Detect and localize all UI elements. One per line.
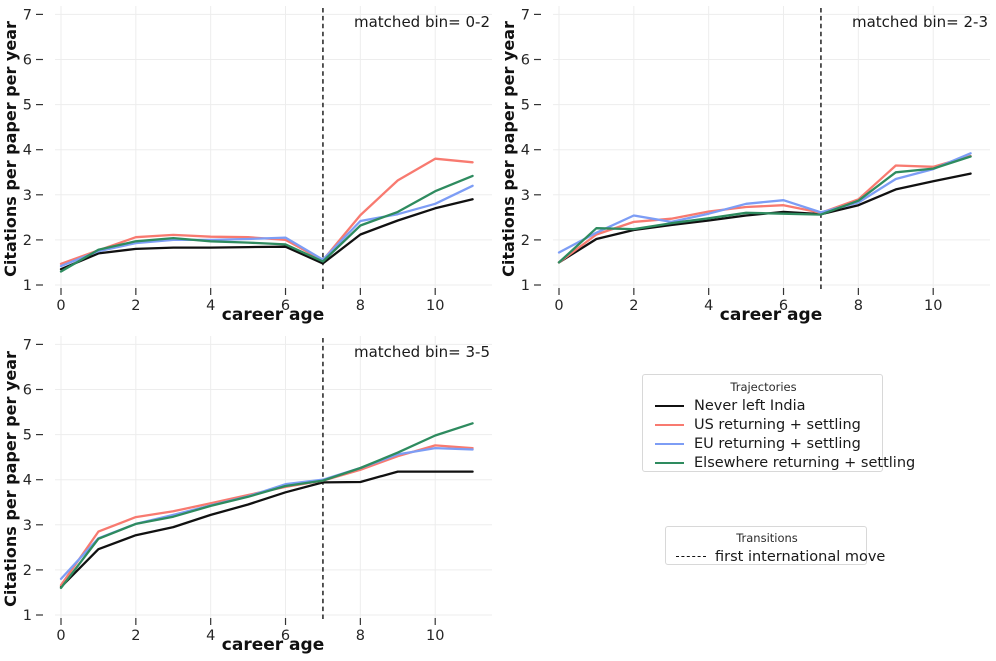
svg-text:2: 2 (521, 233, 530, 249)
line-swatch-blue (655, 442, 684, 445)
svg-text:career age: career age (222, 635, 324, 655)
svg-text:matched bin= 0-2: matched bin= 0-2 (354, 13, 490, 31)
svg-text:6: 6 (23, 383, 32, 399)
svg-text:3: 3 (521, 188, 530, 204)
legend-item-first-international-move: first international move (676, 547, 885, 566)
chart-panel-matched-bin-0-2: 1 2 3 4 5 6 7 0 2 4 6 8 10 matched bin= 0-2 career age… (1, 6, 492, 325)
svg-text:Citations per paper per year: Citations per paper per year (1, 351, 20, 607)
svg-text:6: 6 (281, 628, 290, 644)
svg-text:Citations per paper per year: Citations per paper per year (499, 21, 518, 277)
line-swatch-green (655, 461, 684, 464)
svg-text:8: 8 (356, 628, 365, 644)
chart-panel-matched-bin-2-3: 1 2 3 4 5 6 7 0 2 4 6 8 10 matched bin= 2-3 career age… (499, 6, 990, 325)
svg-text:1: 1 (23, 278, 32, 294)
svg-text:8: 8 (356, 298, 365, 314)
svg-text:2: 2 (629, 298, 638, 314)
chart-panel-matched-bin-3-5: 1 2 3 4 5 6 7 0 2 4 6 8 10 matched bin= 3-5 career age… (1, 336, 492, 655)
svg-text:matched bin= 2-3: matched bin= 2-3 (852, 13, 988, 31)
svg-text:4: 4 (521, 143, 530, 159)
svg-text:career age: career age (222, 305, 324, 325)
svg-text:5: 5 (23, 428, 32, 444)
svg-text:2: 2 (131, 628, 140, 644)
svg-text:7: 7 (23, 7, 32, 23)
svg-text:10: 10 (426, 628, 444, 644)
svg-text:0: 0 (554, 298, 563, 314)
svg-text:career age: career age (720, 305, 822, 325)
svg-text:8: 8 (854, 298, 863, 314)
svg-text:10: 10 (426, 298, 444, 314)
svg-text:4: 4 (23, 473, 32, 489)
legend-transitions: Transitions first international move (665, 526, 885, 566)
svg-text:1: 1 (23, 608, 32, 624)
svg-text:3: 3 (23, 518, 32, 534)
legend-transitions-title: Transitions (736, 531, 798, 545)
line-swatch-red (655, 423, 684, 426)
svg-text:10: 10 (924, 298, 942, 314)
svg-text:4: 4 (206, 628, 215, 644)
svg-text:7: 7 (521, 7, 530, 23)
svg-text:4: 4 (206, 298, 215, 314)
legend-trajectories: Trajectories Never left India US returni… (642, 374, 915, 472)
svg-text:6: 6 (521, 53, 530, 69)
svg-text:0: 0 (56, 628, 65, 644)
dashed-line-swatch (676, 556, 706, 557)
svg-text:6: 6 (779, 298, 788, 314)
svg-text:6: 6 (23, 53, 32, 69)
svg-text:2: 2 (23, 563, 32, 579)
svg-text:5: 5 (521, 98, 530, 114)
legend-item-elsewhere-returning: Elsewhere returning + settling (655, 453, 915, 472)
svg-text:6: 6 (281, 298, 290, 314)
svg-text:matched bin= 3-5: matched bin= 3-5 (354, 343, 490, 361)
svg-text:1: 1 (521, 278, 530, 294)
svg-text:Citations per paper per year: Citations per paper per year (1, 21, 20, 277)
legend-item-eu-returning: EU returning + settling (655, 434, 872, 453)
svg-text:3: 3 (23, 188, 32, 204)
svg-text:4: 4 (704, 298, 713, 314)
svg-text:5: 5 (23, 98, 32, 114)
legend-item-never-left-india: Never left India (655, 396, 872, 415)
line-swatch-black (655, 404, 684, 407)
svg-text:4: 4 (23, 143, 32, 159)
legend-trajectories-title: Trajectories (730, 380, 797, 394)
svg-text:0: 0 (56, 298, 65, 314)
svg-text:2: 2 (23, 233, 32, 249)
svg-text:7: 7 (23, 337, 32, 353)
svg-text:2: 2 (131, 298, 140, 314)
legend-item-us-returning: US returning + settling (655, 415, 872, 434)
